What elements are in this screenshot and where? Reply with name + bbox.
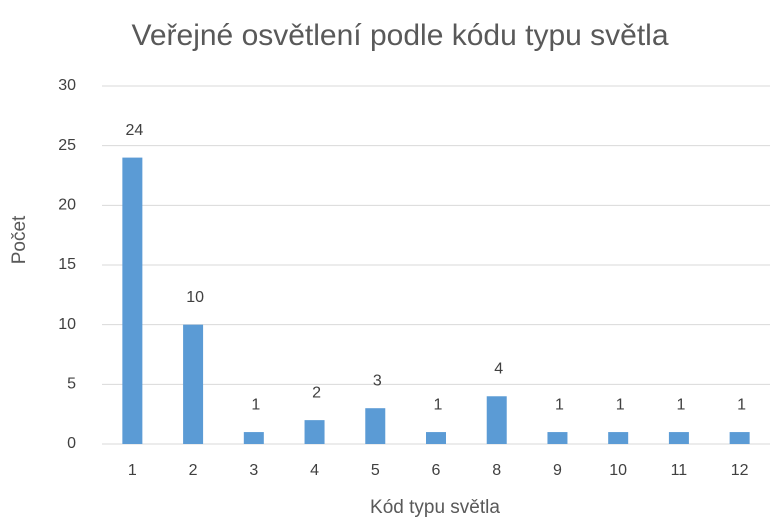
x-tick-label: 11 xyxy=(671,462,688,479)
y-axis-label: Počet xyxy=(9,215,30,264)
bar xyxy=(122,157,143,444)
chart-title: Veřejné osvětlení podle kódu typu světla xyxy=(131,19,668,52)
data-label: 1 xyxy=(555,396,564,413)
data-label: 2 xyxy=(312,384,321,401)
y-tick-label: 5 xyxy=(67,376,76,393)
bar xyxy=(486,396,507,444)
bar xyxy=(547,432,568,444)
x-tick-label: 2 xyxy=(189,462,198,479)
bar xyxy=(608,432,629,444)
data-label: 1 xyxy=(737,396,746,413)
x-tick-label: 6 xyxy=(432,462,441,479)
bar xyxy=(668,432,689,444)
x-tick-label: 5 xyxy=(371,462,380,479)
data-label: 10 xyxy=(186,289,204,306)
data-label: 24 xyxy=(125,122,143,139)
data-label: 1 xyxy=(434,396,443,413)
x-tick-label: 12 xyxy=(731,462,749,479)
y-tick-label: 30 xyxy=(58,77,76,94)
x-tick-label: 4 xyxy=(310,462,319,479)
data-label: 1 xyxy=(676,396,685,413)
bar xyxy=(365,408,386,444)
x-tick-label: 10 xyxy=(609,462,627,479)
y-tick-label: 0 xyxy=(67,435,76,452)
x-tick-label: 3 xyxy=(249,462,258,479)
x-tick-label: 9 xyxy=(553,462,562,479)
bar xyxy=(243,432,264,444)
x-tick-label: 8 xyxy=(492,462,501,479)
y-tick-label: 25 xyxy=(58,137,76,154)
bar xyxy=(304,420,325,444)
y-tick-label: 10 xyxy=(58,316,76,333)
x-axis-label: Kód typu světla xyxy=(370,497,500,518)
bar xyxy=(183,324,204,444)
data-label: 4 xyxy=(494,360,503,377)
data-label: 1 xyxy=(616,396,625,413)
bar xyxy=(426,432,446,444)
y-tick-label: 20 xyxy=(58,197,76,214)
data-label: 1 xyxy=(251,396,260,413)
bar xyxy=(729,432,750,444)
y-tick-label: 15 xyxy=(58,256,76,273)
data-label: 3 xyxy=(373,372,382,389)
x-tick-label: 1 xyxy=(128,462,137,479)
